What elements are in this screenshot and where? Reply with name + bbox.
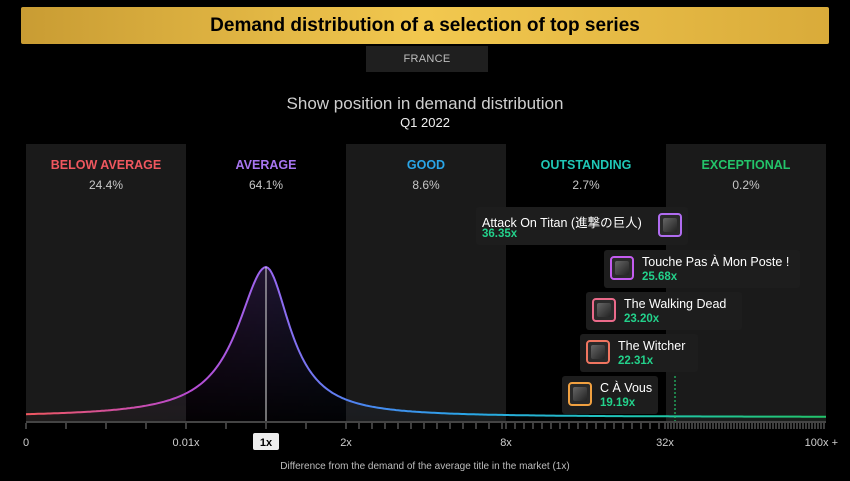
distribution-curve <box>25 265 826 418</box>
title-card[interactable]: C À Vous 19.19x <box>562 376 658 414</box>
tick-label: 0 <box>23 437 29 449</box>
title-multiplier: 36.35x <box>482 228 518 240</box>
zone-percent: 8.6% <box>412 178 440 192</box>
title-banner: Demand distribution of a selection of to… <box>21 7 829 44</box>
title-card[interactable]: The Witcher 22.31x <box>580 334 698 372</box>
zone-percent: 0.2% <box>732 178 760 192</box>
title-name: Touche Pas À Mon Poste ! <box>642 255 790 269</box>
tick-label: 0.01x <box>173 437 200 449</box>
title-card[interactable]: Touche Pas À Mon Poste ! 25.68x <box>604 250 800 288</box>
distribution-area <box>26 267 826 421</box>
zone-label: EXCEPTIONAL <box>702 158 791 172</box>
zone-percent: 24.4% <box>89 178 123 192</box>
tick-label: 100x + <box>805 437 838 449</box>
tick-label: 1x <box>260 437 273 449</box>
zone-percent: 64.1% <box>249 178 283 192</box>
walking-dead-thumbnail <box>592 298 616 322</box>
tick-label: 32x <box>656 437 674 449</box>
zone-label: BELOW AVERAGE <box>51 158 161 172</box>
page-title: Demand distribution of a selection of to… <box>210 14 640 36</box>
zone-label: OUTSTANDING <box>541 158 632 172</box>
title-multiplier: 23.20x <box>624 313 660 325</box>
tick-label: 2x <box>340 437 352 449</box>
title-multiplier: 22.31x <box>618 355 654 367</box>
title-multiplier: 19.19x <box>600 397 636 409</box>
x-axis-label: Difference from the demand of the averag… <box>280 461 570 472</box>
touche-pas-thumbnail <box>610 256 634 280</box>
witcher-thumbnail <box>586 340 610 364</box>
title-name: C À Vous <box>600 381 653 395</box>
title-name: Attack On Titan (進撃の巨人) <box>482 216 642 230</box>
title-name: The Walking Dead <box>624 297 727 311</box>
c-a-vous-thumbnail <box>568 382 592 406</box>
zone-percent: 2.7% <box>572 178 600 192</box>
tick-label: 8x <box>500 437 512 449</box>
zone-label: AVERAGE <box>236 158 297 172</box>
zone-band <box>26 144 186 421</box>
chart-title: Show position in demand distribution <box>286 94 564 113</box>
title-card[interactable]: The Walking Dead 23.20x <box>586 292 742 330</box>
market-label: FRANCE <box>366 46 488 72</box>
zone-label: GOOD <box>407 158 445 172</box>
title-multiplier: 25.68x <box>642 271 678 283</box>
attack-on-titan-thumbnail <box>658 213 682 237</box>
title-card[interactable]: Attack On Titan (進撃の巨人) 36.35x <box>476 207 688 245</box>
highlight-tick-box <box>253 433 279 450</box>
title-name: The Witcher <box>618 339 686 353</box>
chart-subtitle: Q1 2022 <box>400 115 450 130</box>
zone-band <box>346 144 506 421</box>
